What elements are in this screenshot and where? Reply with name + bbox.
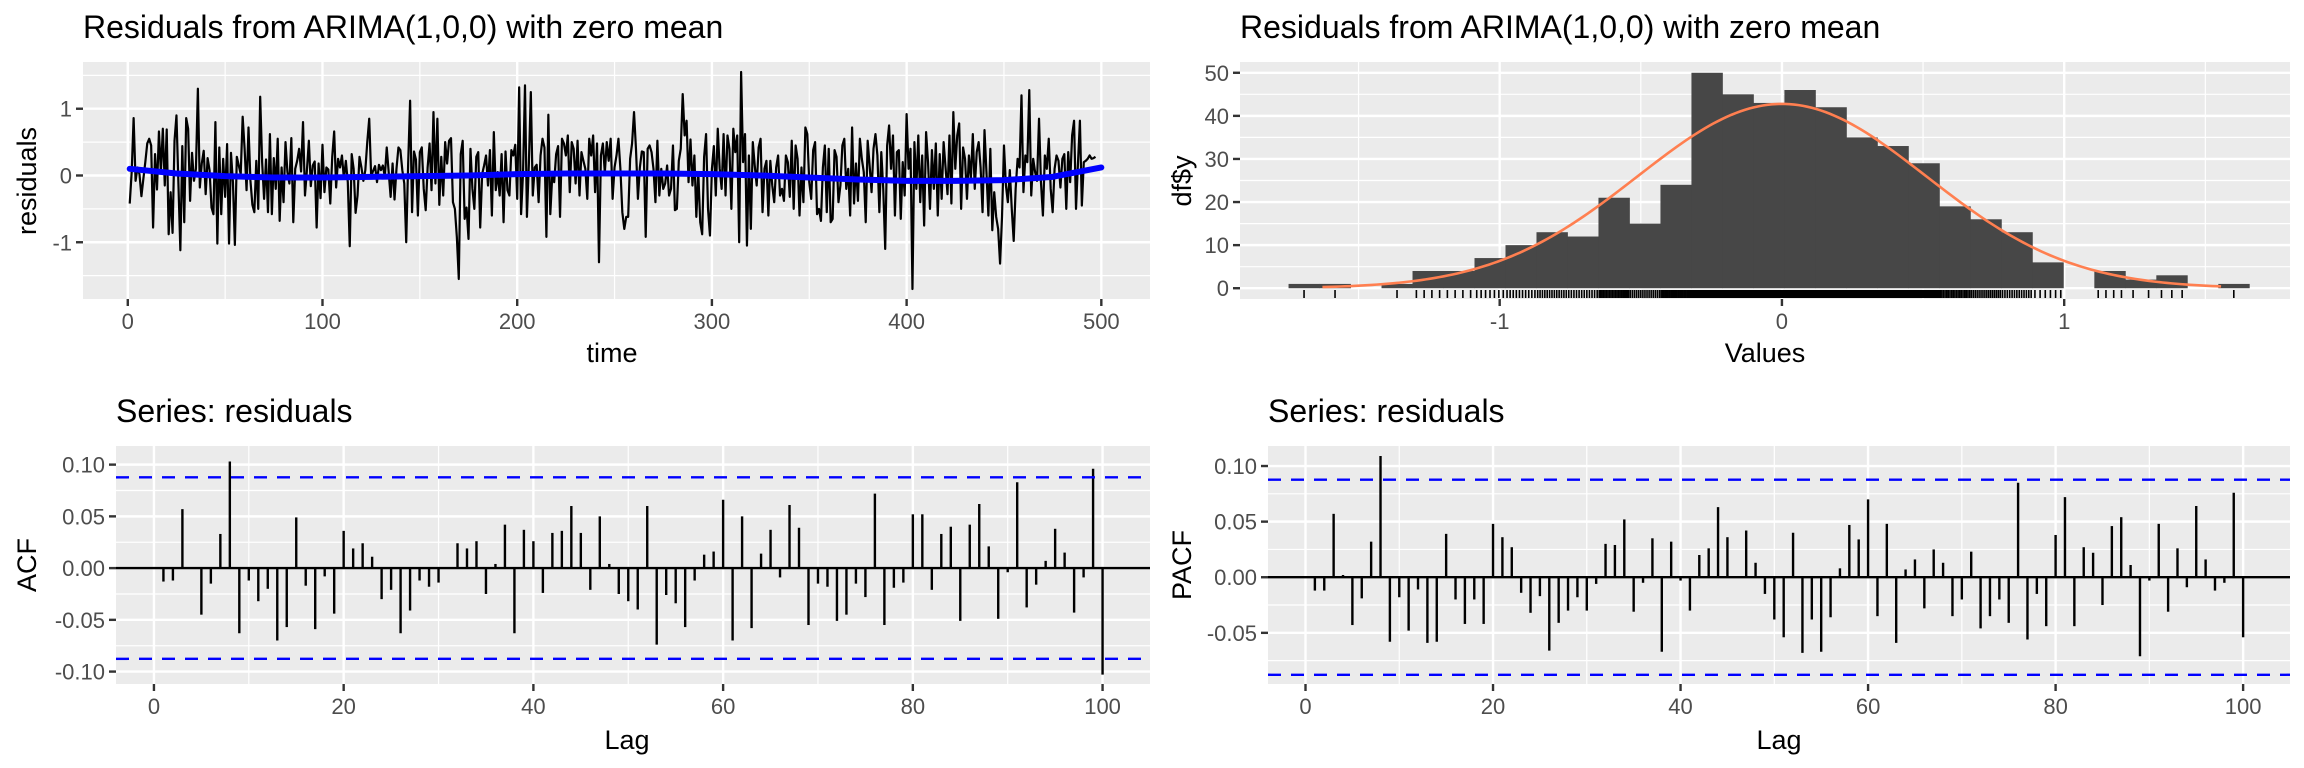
histogram-bar [2032,262,2064,289]
histogram-bar [1381,283,1413,289]
smooth-trend-line [126,164,1105,184]
x-tick-label: 0 [1776,309,1788,334]
y-tick-label: 20 [1205,190,1229,215]
histogram-bar [1846,137,1878,289]
timeplot-title: Residuals from ARIMA(1,0,0) with zero me… [83,9,723,45]
y-tick-label: -1 [52,230,72,255]
x-tick-label: 0 [122,309,134,334]
histogram-bar [1629,223,1661,289]
correlation-spikes [1313,456,2245,657]
histogram-bar [1536,232,1568,289]
acf-title: Series: residuals [116,393,353,429]
histogram-bar [1691,72,1723,289]
y-tick-label: -0.05 [1207,621,1257,646]
x-tick-label: 100 [304,309,341,334]
x-tick-label: 20 [331,694,355,719]
x-tick-label: 80 [901,694,925,719]
y-tick-label: 10 [1205,233,1229,258]
pacf-plot: -0.05 0.00 0.05 0.10 0 20 40 60 80 100 Series: res… [1167,393,2290,755]
x-tick-label: 300 [694,309,731,334]
histogram-title: Residuals from ARIMA(1,0,0) with zero me… [1240,9,1880,45]
y-tick-label: 30 [1205,147,1229,172]
residuals-histogram: 0 10 20 30 40 50 -1 0 1 Residuals from ARIMA(1,0,… [1167,9,2290,368]
y-tick-label: 0.10 [62,453,105,478]
y-tick-label: 0.05 [1214,510,1257,535]
y-tick-label: 0.05 [62,504,105,529]
x-tick-label: 100 [2225,694,2262,719]
x-tick-label: 0 [148,694,160,719]
y-tick-label: 0.00 [62,556,105,581]
histogram-bar [1970,219,2002,289]
y-tick-label: 50 [1205,61,1229,86]
y-tick-label: 0.10 [1214,454,1257,479]
rug-marks [1303,290,2235,298]
histogram-bar [1474,258,1506,289]
histogram-bar [1288,283,1320,289]
histogram-xlabel: Values [1725,338,1806,368]
x-tick-label: 0 [1299,694,1311,719]
y-tick-label: -0.05 [55,608,105,633]
histogram-bar [2001,232,2033,289]
histogram-bar [1722,94,1754,289]
x-tick-label: -1 [1490,309,1510,334]
y-tick-label: 0 [60,163,72,188]
histogram-bar [1753,102,1785,289]
x-tick-label: 60 [1856,694,1880,719]
x-tick-label: 200 [499,309,536,334]
histogram-bar [1877,146,1909,289]
histogram-bar [1598,197,1630,289]
pacf-title: Series: residuals [1268,393,1505,429]
x-tick-label: 400 [888,309,925,334]
histogram-bars [1288,72,2250,289]
x-tick-label: 1 [2058,309,2070,334]
x-tick-label: 40 [1668,694,1692,719]
x-tick-label: 60 [711,694,735,719]
histogram-ylabel: df$y [1167,155,1197,207]
correlation-spikes [162,461,1104,675]
histogram-bar [2125,279,2157,289]
x-tick-label: 40 [521,694,545,719]
panel-background [116,446,1150,684]
pacf-xlabel: Lag [1756,725,1801,755]
x-tick-label: 500 [1083,309,1120,334]
pacf-ylabel: PACF [1167,530,1197,600]
histogram-bar [1784,90,1816,289]
y-tick-label: 40 [1205,104,1229,129]
histogram-bar [1815,107,1847,289]
acf-plot: -0.10 -0.05 0.00 0.05 0.10 0 20 40 60 80 100 Series… [12,393,1150,755]
y-tick-label: 1 [60,97,72,122]
x-tick-label: 80 [2043,694,2067,719]
x-tick-label: 100 [1084,694,1121,719]
y-tick-label: 0 [1217,276,1229,301]
residual-series-line [128,70,1097,291]
panel-background [1268,446,2290,684]
acf-xlabel: Lag [604,725,649,755]
timeplot-xlabel: time [586,338,637,368]
histogram-bar [2218,283,2250,289]
histogram-bar [1567,236,1599,289]
acf-ylabel: ACF [12,538,42,592]
y-tick-label: -0.10 [55,660,105,685]
x-tick-label: 20 [1481,694,1505,719]
normal-density-curve [1322,102,2222,289]
y-tick-label: 0.00 [1214,565,1257,590]
histogram-bar [1939,206,1971,289]
timeplot-ylabel: residuals [12,127,42,235]
residuals-timeplot: -1 0 1 0 100 200 300 400 500 Residuals from ARIMA… [12,9,1150,368]
histogram-bar [1660,184,1692,289]
